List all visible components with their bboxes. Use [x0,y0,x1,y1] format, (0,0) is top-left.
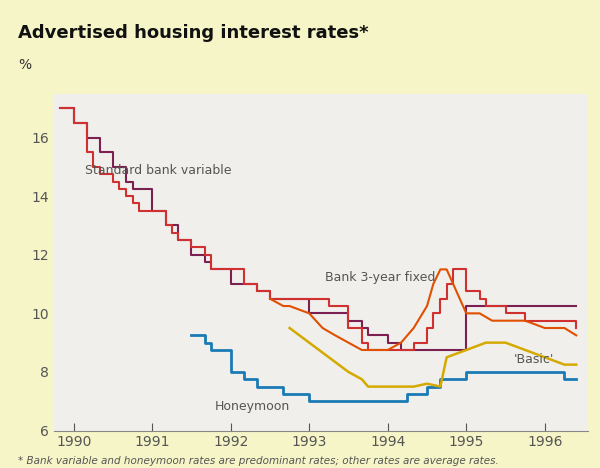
Text: 'Basic': 'Basic' [514,353,554,366]
Text: %: % [18,58,31,72]
Text: Honeymoon: Honeymoon [215,400,290,413]
Text: Bank 3-year fixed: Bank 3-year fixed [325,271,436,284]
Text: * Bank variable and honeymoon rates are predominant rates; other rates are avera: * Bank variable and honeymoon rates are … [18,456,499,466]
Text: Advertised housing interest rates*: Advertised housing interest rates* [18,23,368,42]
Text: Standard bank variable: Standard bank variable [85,164,232,177]
